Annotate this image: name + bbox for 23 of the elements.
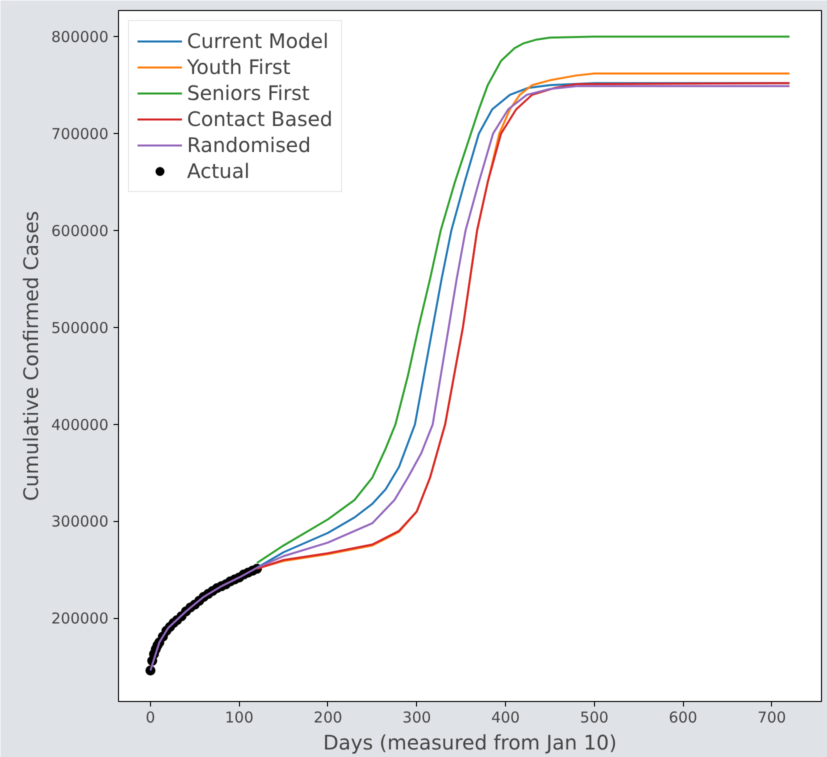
x-tick-label: 100 — [224, 708, 254, 726]
legend-label: Actual — [187, 159, 250, 183]
x-tick-label: 0 — [146, 708, 156, 726]
y-tick-label: 300000 — [51, 512, 109, 531]
legend-label: Contact Based — [187, 107, 333, 131]
x-tick-label: 400 — [491, 708, 520, 726]
y-tick-label: 700000 — [51, 125, 109, 144]
x-axis-title: Days (measured from Jan 10) — [323, 730, 617, 754]
y-tick-label: 200000 — [51, 610, 109, 628]
y-axis-title: Cumulative Confirmed Cases — [19, 210, 44, 502]
y-tick-label: 600000 — [51, 222, 109, 240]
y-tick-label: 800000 — [51, 28, 109, 46]
x-tick-label: 700 — [757, 708, 786, 726]
legend-label: Seniors First — [187, 81, 310, 105]
legend-label: Current Model — [187, 29, 329, 53]
x-tick-label: 600 — [668, 708, 698, 726]
legend-label: Randomised — [187, 133, 311, 157]
x-tick-label: 500 — [580, 708, 609, 726]
x-tick-label: 300 — [402, 708, 432, 726]
legend-label: Youth First — [187, 55, 290, 79]
y-tick-label: 400000 — [51, 416, 109, 434]
y-tick-label: 500000 — [51, 318, 109, 337]
x-tick-label: 200 — [314, 708, 342, 726]
